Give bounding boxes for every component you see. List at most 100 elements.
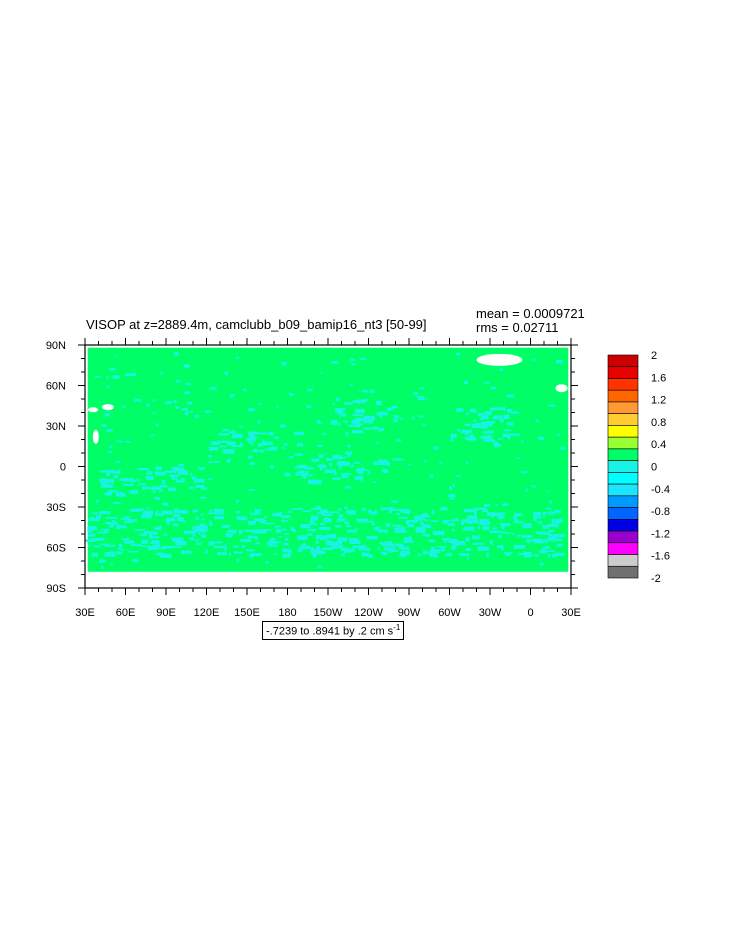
contour-patch — [248, 520, 256, 525]
contour-patch — [456, 352, 460, 356]
contour-patch — [99, 543, 111, 546]
contour-patch — [155, 510, 158, 514]
contour-patch — [305, 471, 309, 474]
contour-patch — [94, 538, 98, 542]
contour-patch — [335, 408, 344, 413]
contour-patch — [97, 531, 108, 534]
contour-patch — [232, 433, 243, 439]
contour-patch — [400, 552, 410, 556]
contour-patch — [183, 364, 190, 368]
contour-patch — [354, 476, 364, 480]
contour-patch — [391, 500, 399, 503]
contour-patch — [192, 509, 198, 513]
contour-patch — [392, 458, 404, 461]
contour-patch — [306, 533, 313, 536]
contour-patch — [142, 511, 148, 516]
contour-patch — [413, 392, 418, 396]
contour-patch — [359, 548, 365, 551]
contour-patch — [344, 521, 350, 525]
contour-patch — [281, 515, 291, 519]
contour-patch — [553, 510, 561, 514]
contour-patch — [516, 534, 522, 537]
contour-patch — [449, 497, 455, 500]
contour-patch — [325, 547, 335, 550]
contour-patch — [415, 528, 426, 533]
contour-patch — [500, 523, 511, 527]
contour-patch — [505, 532, 511, 535]
contour-patch — [236, 558, 240, 562]
contour-patch — [297, 535, 308, 540]
contour-patch — [106, 471, 111, 476]
contour-patch — [317, 464, 326, 467]
contour-patch — [550, 523, 559, 528]
contour-patch — [170, 546, 181, 548]
contour-patch — [158, 489, 163, 492]
contour-patch — [104, 478, 108, 481]
colorbar-box — [607, 378, 639, 391]
contour-patch — [294, 453, 303, 456]
contour-patch — [372, 426, 379, 430]
y-tick-label: 60N — [46, 381, 66, 393]
contour-patch — [270, 465, 274, 469]
contour-patch — [533, 512, 542, 517]
contour-patch — [469, 434, 474, 437]
contour-patch — [268, 431, 274, 436]
range-unit-exponent: -1 — [393, 623, 401, 632]
contour-patch — [414, 517, 425, 520]
contour-patch — [288, 551, 292, 556]
y-tick-label: 60S — [46, 543, 66, 555]
contour-patch — [247, 455, 253, 459]
contour-patch — [287, 550, 293, 553]
colorbar-label: -0.8 — [651, 506, 670, 518]
contour-patch — [240, 538, 252, 542]
contour-patch — [141, 514, 152, 519]
contour-patch — [425, 551, 438, 554]
contour-patch — [239, 442, 243, 448]
contour-patch — [531, 485, 536, 488]
x-tick-label: 150W — [314, 607, 343, 619]
contour-patch — [155, 466, 162, 471]
contour-patch — [368, 554, 373, 559]
contour-patch — [445, 553, 452, 557]
contour-patch — [352, 414, 364, 416]
contour-patch — [355, 418, 363, 422]
contour-patch — [249, 462, 255, 465]
contour-patch — [154, 526, 162, 530]
contour-patch — [480, 421, 493, 427]
contour-patch — [365, 398, 369, 402]
contour-patch — [194, 414, 199, 418]
x-tick-label: 120W — [354, 607, 383, 619]
contour-patch — [152, 490, 156, 494]
contour-patch — [461, 429, 470, 434]
colorbar-label: -0.4 — [651, 484, 670, 496]
contour-patch — [195, 516, 200, 521]
contour-patch — [173, 523, 178, 527]
contour-patch — [450, 437, 454, 442]
contour-patch — [175, 380, 181, 383]
contour-patch — [248, 439, 252, 444]
x-tick-label: 30W — [479, 607, 502, 619]
contour-patch — [201, 518, 205, 521]
contour-patch — [477, 546, 489, 551]
contour-patch — [547, 490, 551, 492]
contour-patch — [418, 415, 426, 418]
contour-patch — [450, 433, 457, 439]
contour-patch — [544, 550, 555, 553]
contour-patch — [483, 439, 495, 442]
contour-patch — [518, 552, 524, 555]
contour-patch — [523, 551, 532, 555]
contour-patch — [187, 401, 193, 405]
contour-patch — [261, 440, 265, 446]
contour-patch — [217, 440, 230, 443]
contour-patch — [161, 545, 173, 549]
contour-patch — [320, 510, 329, 513]
contour-patch — [274, 436, 279, 440]
contour-patch — [106, 385, 110, 389]
contour-patch — [495, 512, 505, 516]
contour-patch — [342, 420, 349, 423]
contour-patch — [344, 548, 349, 553]
contour-patch — [440, 548, 445, 552]
contour-patch — [193, 528, 201, 533]
contour-patch — [344, 402, 353, 405]
contour-patch — [371, 512, 376, 515]
